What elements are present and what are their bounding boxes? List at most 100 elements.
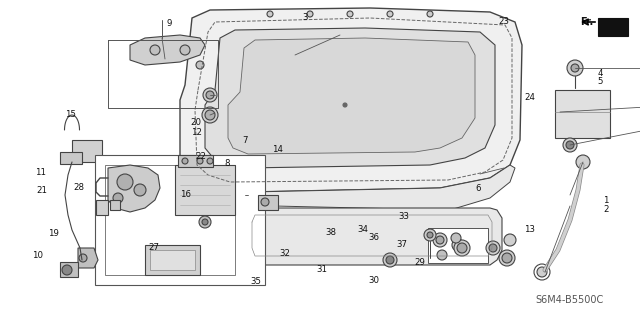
- Bar: [110, 200, 120, 210]
- Text: 37: 37: [397, 240, 408, 249]
- Text: 13: 13: [524, 225, 534, 234]
- Text: Fr.: Fr.: [580, 17, 593, 27]
- Text: 30: 30: [368, 276, 379, 285]
- Circle shape: [427, 232, 433, 238]
- Text: 21: 21: [36, 186, 47, 195]
- Circle shape: [343, 103, 347, 107]
- Circle shape: [199, 216, 211, 228]
- Circle shape: [203, 88, 217, 102]
- Circle shape: [197, 158, 203, 164]
- Text: 9: 9: [166, 19, 172, 28]
- Text: 11: 11: [35, 168, 46, 177]
- Polygon shape: [205, 28, 495, 168]
- Text: 5: 5: [598, 77, 604, 86]
- Circle shape: [79, 254, 87, 262]
- Circle shape: [383, 253, 397, 267]
- Text: 8: 8: [224, 159, 230, 168]
- Text: 22: 22: [195, 152, 206, 161]
- Circle shape: [307, 11, 313, 17]
- Circle shape: [207, 158, 213, 164]
- Polygon shape: [78, 248, 98, 268]
- Text: 14: 14: [272, 145, 283, 154]
- Circle shape: [437, 250, 447, 260]
- Polygon shape: [245, 208, 502, 265]
- Text: 32: 32: [280, 249, 291, 258]
- Circle shape: [451, 233, 461, 243]
- Bar: [96, 200, 108, 215]
- Circle shape: [196, 61, 204, 69]
- Bar: [598, 18, 628, 36]
- Bar: [178, 155, 213, 167]
- Bar: [145, 245, 200, 275]
- Text: 34: 34: [357, 225, 368, 234]
- Text: 12: 12: [191, 128, 202, 137]
- Circle shape: [205, 110, 215, 120]
- Circle shape: [537, 267, 547, 277]
- Bar: [72, 140, 102, 162]
- Circle shape: [182, 158, 188, 164]
- Text: S6M4-B5500C: S6M4-B5500C: [535, 295, 604, 305]
- Polygon shape: [180, 8, 522, 192]
- Circle shape: [347, 11, 353, 17]
- Circle shape: [563, 138, 577, 152]
- Circle shape: [534, 264, 550, 280]
- Circle shape: [499, 250, 515, 266]
- Circle shape: [433, 233, 447, 247]
- Polygon shape: [175, 165, 235, 215]
- Bar: [60, 262, 78, 277]
- Circle shape: [387, 11, 393, 17]
- Bar: [258, 195, 278, 210]
- Circle shape: [202, 219, 208, 225]
- Text: 1: 1: [603, 196, 609, 205]
- Circle shape: [504, 234, 516, 246]
- Circle shape: [180, 45, 190, 55]
- Circle shape: [457, 243, 467, 253]
- Bar: [95, 155, 265, 285]
- Text: 35: 35: [251, 277, 262, 286]
- Circle shape: [576, 155, 590, 169]
- Bar: [60, 152, 82, 164]
- Bar: [150, 250, 195, 270]
- Text: 2: 2: [603, 205, 609, 214]
- Circle shape: [486, 241, 500, 255]
- Text: 31: 31: [317, 265, 328, 274]
- Text: 10: 10: [32, 251, 43, 260]
- Polygon shape: [180, 158, 515, 210]
- Text: 6: 6: [475, 184, 481, 193]
- Circle shape: [566, 141, 574, 149]
- Circle shape: [567, 60, 583, 76]
- Text: 4: 4: [598, 69, 604, 78]
- Polygon shape: [130, 35, 205, 65]
- Text: 20: 20: [191, 118, 202, 127]
- Circle shape: [427, 11, 433, 17]
- Circle shape: [452, 239, 464, 251]
- Circle shape: [206, 91, 214, 99]
- Circle shape: [489, 244, 497, 252]
- Text: 24: 24: [525, 93, 536, 102]
- Circle shape: [267, 11, 273, 17]
- Polygon shape: [228, 38, 475, 154]
- Text: 23: 23: [498, 17, 509, 26]
- Circle shape: [454, 240, 470, 256]
- Circle shape: [386, 256, 394, 264]
- Bar: [555, 90, 610, 138]
- Circle shape: [134, 184, 146, 196]
- Text: 7: 7: [242, 136, 248, 145]
- Text: 19: 19: [48, 229, 59, 238]
- Text: 3: 3: [302, 13, 308, 22]
- Circle shape: [571, 64, 579, 72]
- Text: 38: 38: [325, 228, 336, 237]
- Circle shape: [117, 174, 133, 190]
- Text: 33: 33: [398, 212, 409, 221]
- Bar: [428, 228, 488, 263]
- Text: 16: 16: [180, 190, 191, 199]
- Circle shape: [436, 236, 444, 244]
- Circle shape: [113, 193, 123, 203]
- Circle shape: [424, 229, 436, 241]
- Bar: [105, 165, 235, 275]
- Text: 28: 28: [74, 183, 84, 192]
- Circle shape: [62, 265, 72, 275]
- Circle shape: [261, 198, 269, 206]
- Text: 15: 15: [65, 110, 76, 119]
- Circle shape: [502, 253, 512, 263]
